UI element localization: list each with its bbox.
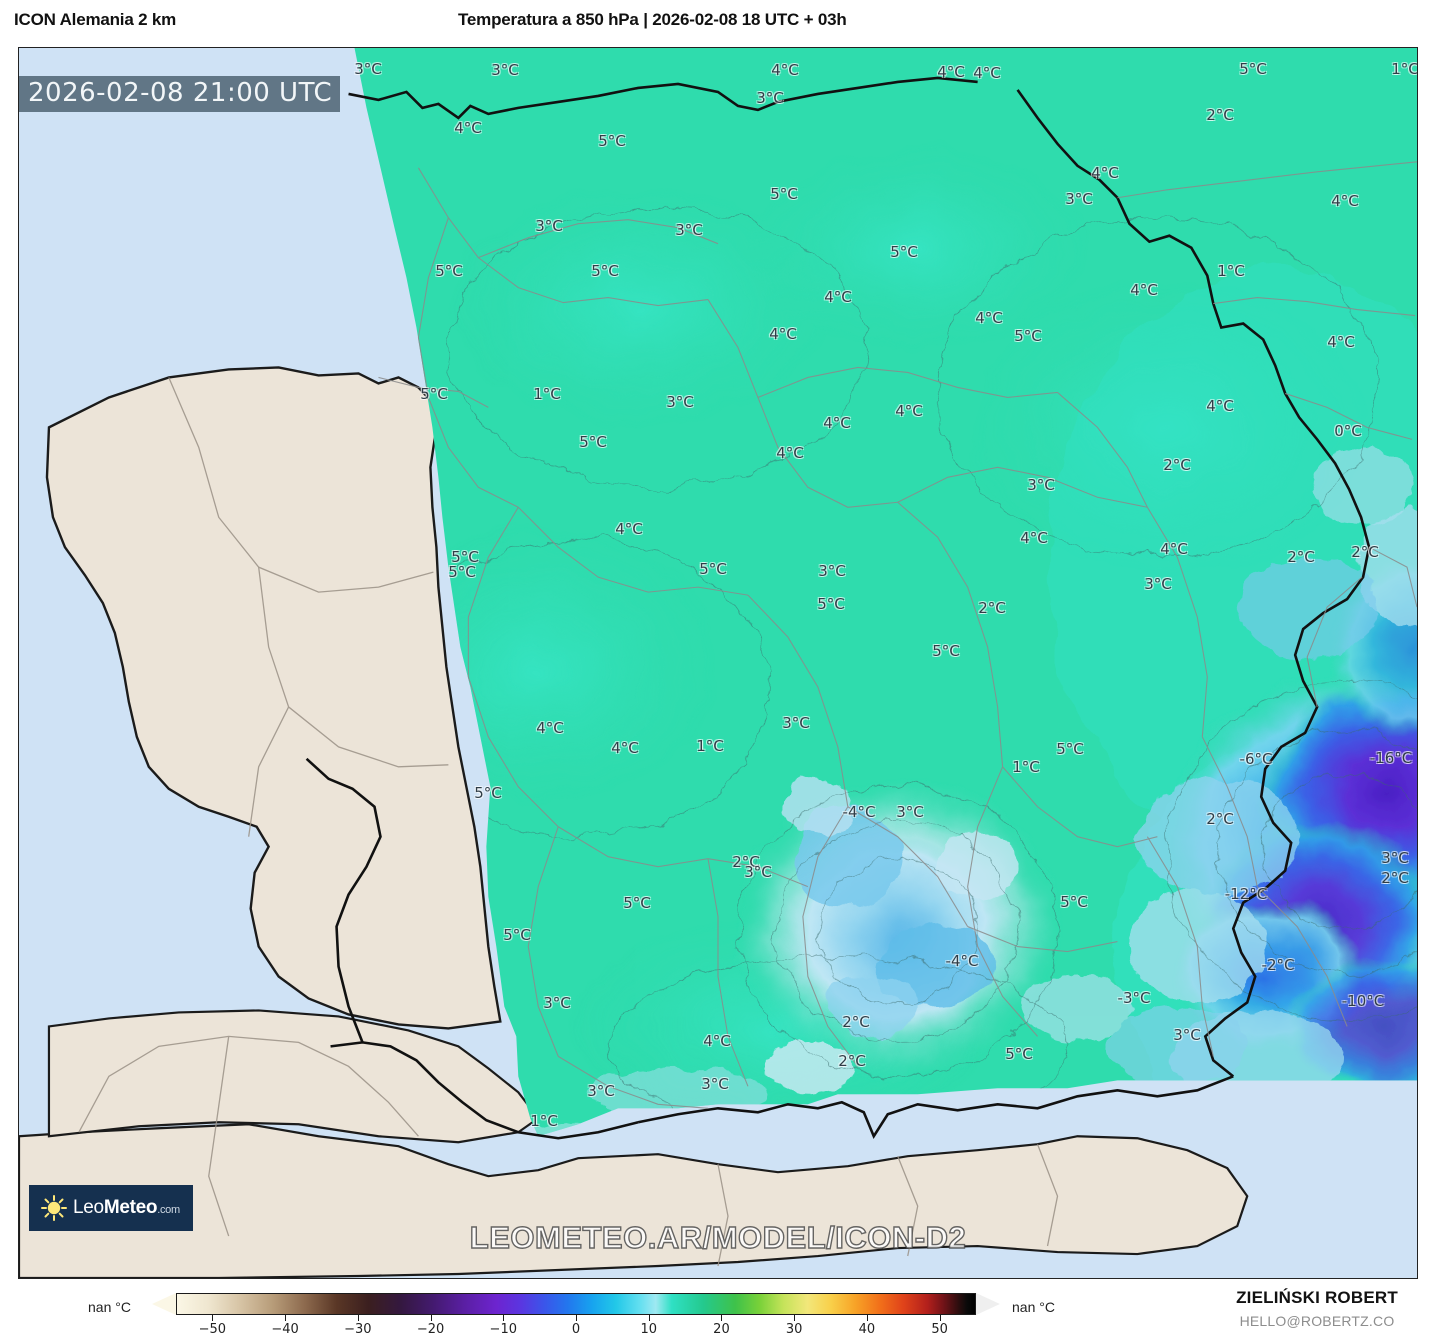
- leometeo-logo[interactable]: LeoMeteo.com: [29, 1185, 193, 1231]
- colorbar-under-cap: [152, 1293, 176, 1315]
- colorbar-nan-right: nan °C: [1012, 1299, 1055, 1315]
- colorbar-tick: [503, 1315, 505, 1321]
- header-bar: ICON Alemania 2 km Temperatura a 850 hPa…: [0, 0, 1436, 44]
- model-title: ICON Alemania 2 km: [14, 10, 177, 29]
- logo-tld: .com: [157, 1204, 180, 1216]
- colorbar-tick: [285, 1315, 287, 1321]
- field-title: Temperatura a 850 hPa | 2026-02-08 18 UT…: [458, 10, 847, 29]
- land-outside-domain: [19, 366, 1249, 1278]
- author-name: ZIELIŃSKI ROBERT: [1236, 1288, 1398, 1307]
- logo-text: LeoMeteo.com: [73, 1197, 180, 1219]
- colorbar[interactable]: [152, 1293, 1000, 1315]
- colorbar-tick-label: 30: [785, 1322, 803, 1337]
- region-borders: [378, 161, 1417, 1109]
- colorbar-tick-label: 50: [931, 1322, 948, 1337]
- colorbar-area: nan °C nan °C −50 −40 −30 −20 −10 0 10 20 30 40 50: [0, 1285, 1436, 1338]
- colorbar-gradient: [176, 1293, 976, 1315]
- colorbar-tick: [430, 1315, 432, 1321]
- colorbar-nan-left: nan °C: [88, 1299, 131, 1315]
- colorbar-tick-label: 0: [571, 1322, 581, 1337]
- colorbar-tick-label: −30: [344, 1322, 372, 1337]
- colorbar-tick-label: 40: [858, 1322, 876, 1337]
- author-email: HELLO@ROBERTZ.CO: [1239, 1313, 1395, 1329]
- national-borders: [305, 76, 1371, 1140]
- temperature-field: [19, 48, 1417, 1278]
- author-credit: ZIELIŃSKI ROBERT HELLO@ROBERTZ.CO: [1212, 1288, 1422, 1329]
- sun-icon: [41, 1195, 67, 1221]
- colorbar-tick: [357, 1315, 359, 1321]
- colorbar-tick: [648, 1315, 650, 1321]
- logo-meteo: Meteo: [103, 1197, 158, 1218]
- temp-raster: [354, 48, 1417, 1137]
- colorbar-tick-label: −40: [271, 1322, 299, 1337]
- colorbar-ticks: −50 −40 −30 −20 −10 0 10 20 30 40 50: [152, 1315, 1000, 1337]
- site-watermark: LEOMETEO.AR/MODEL/ICON-D2: [469, 1219, 967, 1255]
- colorbar-tick: [794, 1315, 796, 1321]
- colorbar-tick-label: 20: [713, 1322, 730, 1337]
- colorbar-tick: [721, 1315, 723, 1321]
- valid-time-badge: 2026-02-08 21:00 UTC: [19, 76, 341, 112]
- colorbar-tick: [939, 1315, 941, 1321]
- colorbar-tick-label: 10: [640, 1322, 657, 1337]
- map-canvas: 3°C 3°C 4°C 4°C 4°C 5°C 1°C 3°C 2°C 4°C 5°C 4°C 3°C 5…: [19, 48, 1417, 1278]
- colorbar-tick: [576, 1315, 577, 1321]
- colorbar-tick-label: −10: [489, 1322, 517, 1337]
- weather-map[interactable]: 3°C 3°C 4°C 4°C 4°C 5°C 1°C 3°C 2°C 4°C 5°C 4°C 3°C 5…: [18, 47, 1418, 1279]
- colorbar-tick-label: −50: [198, 1322, 227, 1337]
- colorbar-tick: [212, 1315, 214, 1321]
- logo-leo: Leo: [73, 1197, 104, 1218]
- colorbar-over-cap: [976, 1293, 1000, 1315]
- colorbar-tick-label: −20: [416, 1322, 445, 1337]
- colorbar-tick: [866, 1315, 868, 1321]
